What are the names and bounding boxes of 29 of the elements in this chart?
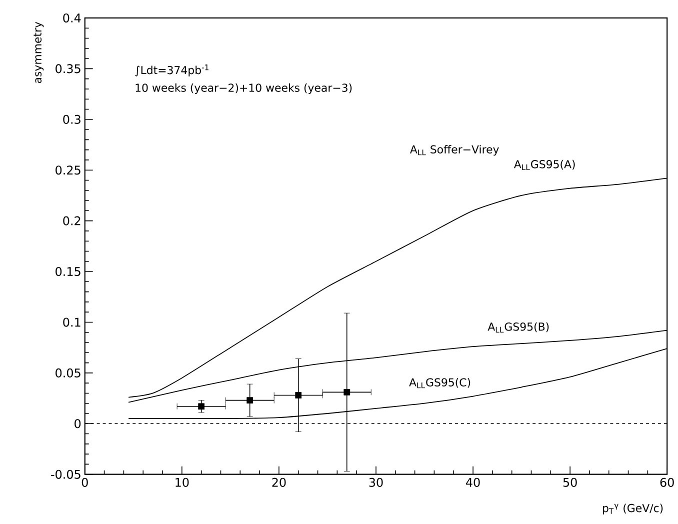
point — [198, 403, 205, 410]
y-tick-label: 0.1 — [63, 318, 80, 327]
y-tick-label: 0.3 — [63, 114, 80, 124]
y-tick-label: 0.05 — [56, 368, 80, 378]
x-tick-label: 30 — [369, 478, 383, 487]
y-axis-title: asymmetry — [34, 22, 44, 83]
series-label: A$_{LL}$GS95(C) — [409, 378, 470, 388]
annotation: ∫Ldt=374pb$^{-1}$ — [135, 64, 208, 76]
y-tick-label: 0 — [74, 418, 81, 428]
series-label: A$_{LL}$GS95(B) — [488, 322, 549, 332]
y-tick-label: 0.25 — [56, 165, 80, 174]
y-tick-label: 0.2 — [63, 216, 80, 226]
y-tick-label: 0.4 — [63, 13, 81, 22]
point — [295, 392, 302, 398]
point — [246, 396, 254, 404]
x-axis-title: p$_{T}$$^{γ}$ (GeV/c) — [602, 504, 663, 514]
x-tick-label: 40 — [466, 478, 480, 487]
x-tick-label: 0 — [82, 478, 88, 487]
y-tick-label: 0.15 — [56, 266, 80, 276]
annotation: A$_{LL}$ Soffer−Virey — [410, 144, 499, 156]
x-tick-label: 50 — [563, 478, 577, 487]
point — [344, 388, 350, 396]
x-tick-label: 60 — [660, 478, 674, 487]
y-tick-label: -0.05 — [51, 470, 80, 479]
x-tick-label: 10 — [176, 478, 189, 487]
series-label: A$_{LL}$GS95(A) — [514, 160, 575, 170]
x-tick-label: 20 — [272, 478, 286, 487]
annotation: 10 weeks (year−2)+10 weeks (year−3) — [136, 83, 352, 94]
y-tick-label: 0.35 — [56, 64, 80, 74]
